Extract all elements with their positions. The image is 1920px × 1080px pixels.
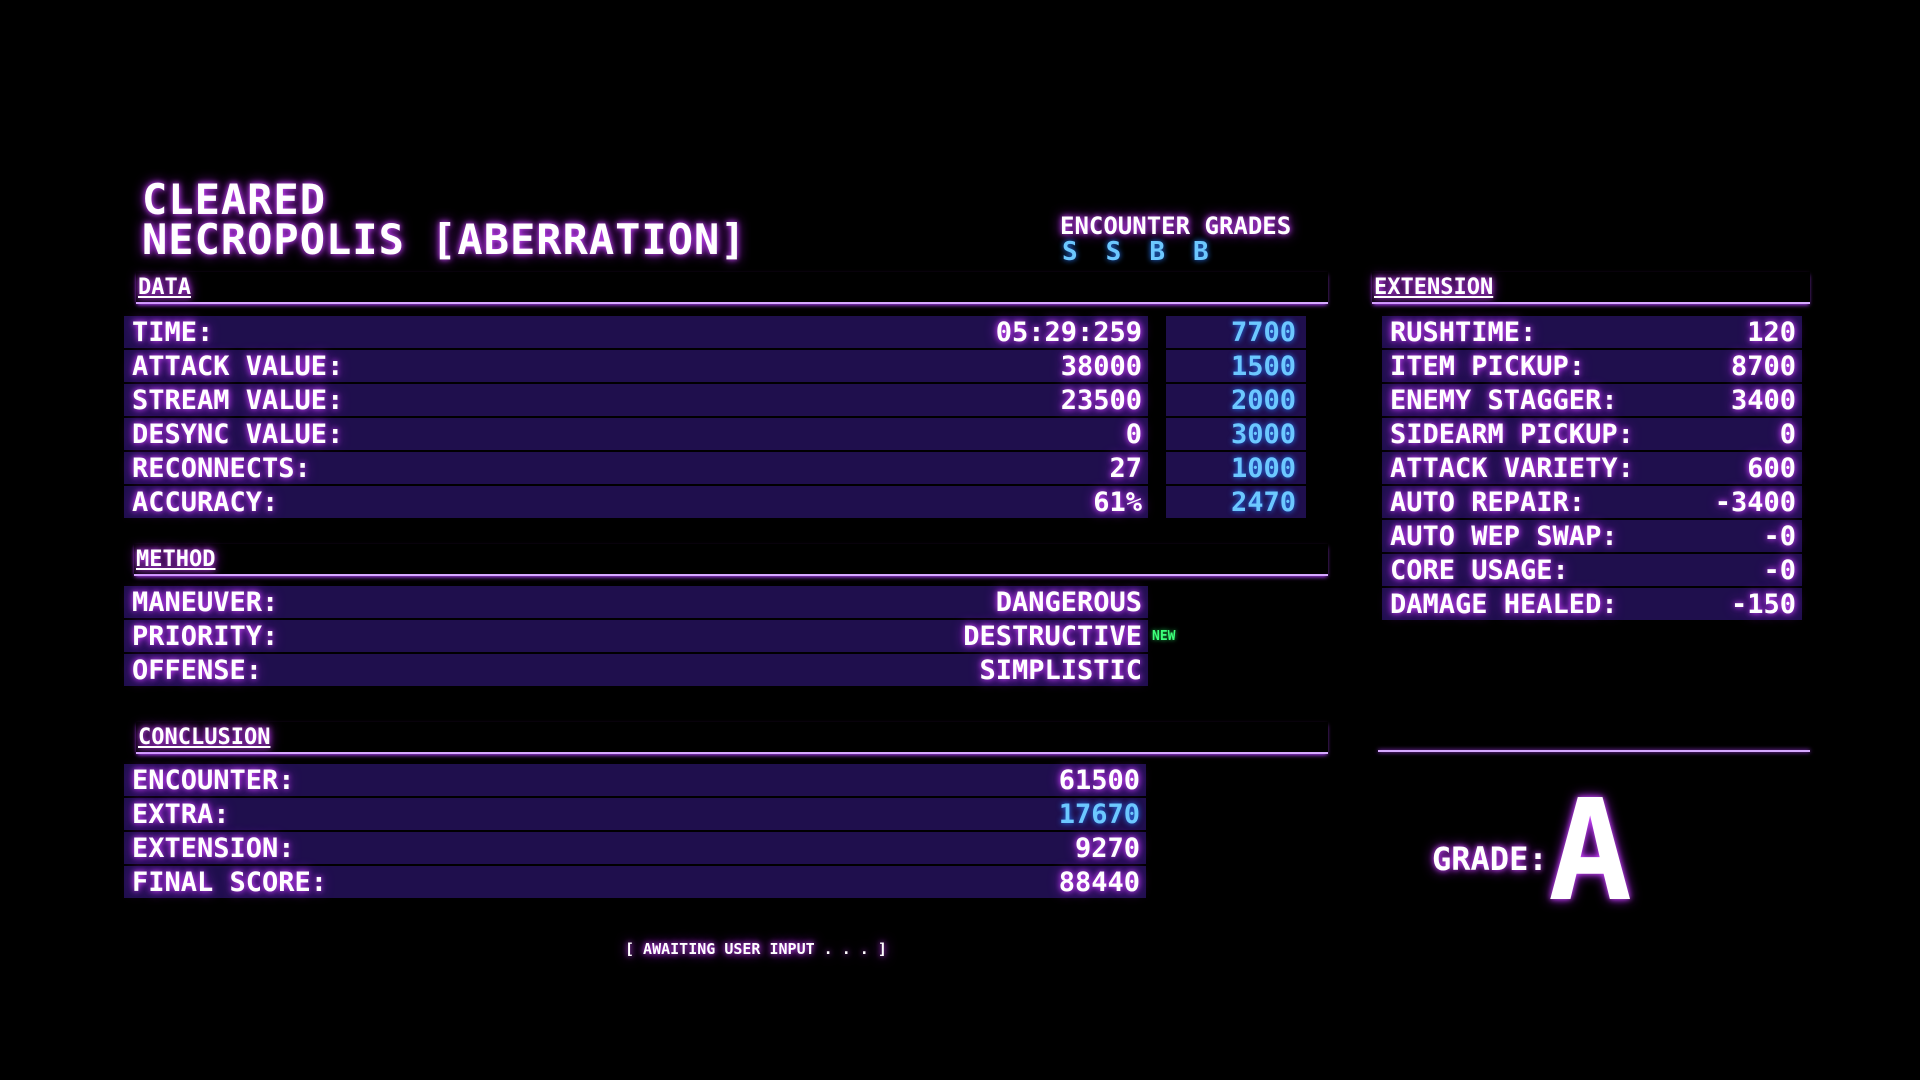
- data-row: DESYNC VALUE: 0: [124, 418, 1148, 450]
- data-label: RECONNECTS:: [132, 452, 311, 484]
- extension-value: -150: [1730, 588, 1796, 620]
- extension-value: 3400: [1730, 384, 1796, 416]
- method-row: OFFENSE: SIMPLISTIC: [124, 654, 1148, 686]
- encounter-grade: B: [1149, 237, 1165, 267]
- data-bonus: 7700: [1166, 316, 1306, 348]
- extension-row: DAMAGE HEALED: -150: [1382, 588, 1802, 620]
- extension-row: AUTO WEP SWAP: -0: [1382, 520, 1802, 552]
- conclusion-label: EXTENSION:: [132, 832, 295, 864]
- grade-divider: [1378, 750, 1810, 752]
- stage-name: NECROPOLIS [ABERRATION]: [142, 215, 747, 264]
- extension-label: AUTO REPAIR:: [1390, 486, 1586, 518]
- method-section-header: METHOD: [134, 544, 1328, 576]
- encounter-grades-label: ENCOUNTER GRADES: [1060, 212, 1292, 240]
- data-bonus: 3000: [1166, 418, 1306, 450]
- data-label: STREAM VALUE:: [132, 384, 344, 416]
- extension-row: ATTACK VARIETY: 600: [1382, 452, 1802, 484]
- extension-label: ITEM PICKUP:: [1390, 350, 1586, 382]
- extension-value: 8700: [1730, 350, 1796, 382]
- grade-label: GRADE:: [1432, 840, 1548, 878]
- encounter-grade: B: [1192, 237, 1209, 267]
- results-title: CLEARED NECROPOLIS [ABERRATION]: [142, 175, 747, 264]
- method-label: PRIORITY:: [132, 620, 279, 652]
- extension-section-header: EXTENSION: [1372, 272, 1810, 304]
- conclusion-row: EXTENSION: 9270: [124, 832, 1146, 864]
- data-value: 0: [1125, 418, 1142, 450]
- conclusion-label: ENCOUNTER:: [132, 764, 295, 796]
- extension-label: RUSHTIME:: [1390, 316, 1537, 348]
- extension-row: ENEMY STAGGER: 3400: [1382, 384, 1802, 416]
- data-section-title: DATA: [138, 275, 191, 300]
- extension-label: DAMAGE HEALED:: [1390, 588, 1618, 620]
- method-value: DESTRUCTIVE: [963, 620, 1142, 652]
- awaiting-input-prompt: [ AWAITING USER INPUT . . . ]: [625, 940, 887, 958]
- conclusion-row: ENCOUNTER: 61500: [124, 764, 1146, 796]
- conclusion-value: 88440: [1058, 866, 1140, 898]
- conclusion-value: 9270: [1074, 832, 1140, 864]
- method-section-title: METHOD: [136, 547, 216, 572]
- data-section-header: DATA: [136, 272, 1328, 304]
- encounter-grades-list: S S B B: [1060, 237, 1291, 267]
- data-value: 05:29:259: [995, 316, 1142, 348]
- extension-value: 120: [1747, 316, 1796, 348]
- conclusion-label: EXTRA:: [132, 798, 230, 830]
- method-row: MANEUVER: DANGEROUS: [124, 586, 1148, 618]
- extension-row: ITEM PICKUP: 8700: [1382, 350, 1802, 382]
- data-bonus: 1500: [1166, 350, 1306, 382]
- encounter-grade: S: [1062, 237, 1078, 267]
- data-row: RECONNECTS: 27: [124, 452, 1148, 484]
- final-grade: A: [1548, 770, 1633, 933]
- data-bonus: 2470: [1166, 486, 1306, 518]
- extension-value: -3400: [1714, 486, 1796, 518]
- data-label: ATTACK VALUE:: [132, 350, 344, 382]
- extension-label: ATTACK VARIETY:: [1390, 452, 1634, 484]
- data-row: TIME: 05:29:259: [124, 316, 1148, 348]
- data-value: 23500: [1060, 384, 1142, 416]
- data-row: STREAM VALUE: 23500: [124, 384, 1148, 416]
- extension-value: 600: [1747, 452, 1796, 484]
- conclusion-section-header: CONCLUSION: [136, 722, 1328, 754]
- data-label: DESYNC VALUE:: [132, 418, 344, 450]
- extension-value: 0: [1779, 418, 1796, 450]
- conclusion-row: EXTRA: 17670: [124, 798, 1146, 830]
- encounter-grade: S: [1105, 237, 1122, 267]
- extension-label: AUTO WEP SWAP:: [1390, 520, 1618, 552]
- data-value: 27: [1109, 452, 1142, 484]
- extension-row: AUTO REPAIR: -3400: [1382, 486, 1802, 518]
- extension-label: ENEMY STAGGER:: [1390, 384, 1618, 416]
- cleared-status: CLEARED: [142, 175, 327, 224]
- extension-label: CORE USAGE:: [1390, 554, 1569, 586]
- new-badge: NEW: [1152, 629, 1176, 644]
- method-label: MANEUVER:: [132, 586, 279, 618]
- method-row: PRIORITY: DESTRUCTIVE: [124, 620, 1148, 652]
- extension-row: CORE USAGE: -0: [1382, 554, 1802, 586]
- conclusion-label: FINAL SCORE:: [132, 866, 328, 898]
- method-label: OFFENSE:: [132, 654, 263, 686]
- extension-section-title: EXTENSION: [1374, 275, 1494, 300]
- data-value: 61%: [1093, 486, 1142, 518]
- method-value: DANGEROUS: [995, 586, 1142, 618]
- extension-value: -0: [1763, 520, 1796, 552]
- data-bonus: 2000: [1166, 384, 1306, 416]
- encounter-grades: ENCOUNTER GRADES S S B B: [1060, 212, 1292, 267]
- extension-value: -0: [1763, 554, 1796, 586]
- data-row: ATTACK VALUE: 38000: [124, 350, 1148, 382]
- data-bonus: 1000: [1166, 452, 1306, 484]
- data-label: ACCURACY:: [132, 486, 279, 518]
- extension-label: SIDEARM PICKUP:: [1390, 418, 1634, 450]
- conclusion-value: 61500: [1058, 764, 1140, 796]
- data-label: TIME:: [132, 316, 214, 348]
- data-row: ACCURACY: 61%: [124, 486, 1148, 518]
- conclusion-value: 17670: [1058, 798, 1140, 830]
- method-value: SIMPLISTIC: [979, 654, 1142, 686]
- data-value: 38000: [1060, 350, 1142, 382]
- conclusion-row: FINAL SCORE: 88440: [124, 866, 1146, 898]
- conclusion-section-title: CONCLUSION: [138, 725, 271, 750]
- extension-row: RUSHTIME: 120: [1382, 316, 1802, 348]
- extension-row: SIDEARM PICKUP: 0: [1382, 418, 1802, 450]
